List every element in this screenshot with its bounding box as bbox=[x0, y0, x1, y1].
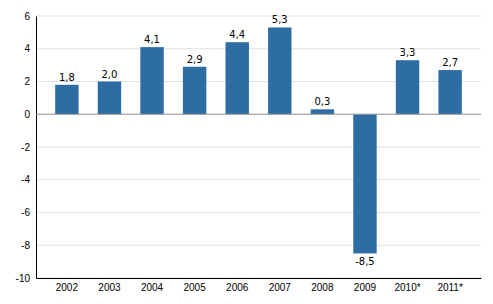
x-tick: 2011* bbox=[437, 278, 463, 293]
x-tick: 2009 bbox=[354, 278, 377, 293]
x-tick-label: 2002 bbox=[56, 282, 79, 293]
x-tick-label: 2006 bbox=[226, 282, 249, 293]
bar bbox=[438, 70, 461, 114]
bar bbox=[183, 67, 206, 114]
y-tick-label: -6 bbox=[21, 207, 30, 218]
y-tick-label: 0 bbox=[24, 109, 30, 120]
x-axis-line bbox=[37, 278, 482, 279]
y-tick-label: 2 bbox=[24, 76, 30, 87]
y-tick-label: 6 bbox=[24, 11, 30, 22]
data-label: 2,7 bbox=[442, 57, 458, 68]
y-tick: 0 bbox=[24, 109, 36, 120]
x-tick: 2007 bbox=[269, 278, 292, 293]
bar bbox=[353, 114, 376, 253]
y-tick: -10 bbox=[16, 273, 36, 284]
bar bbox=[225, 42, 248, 114]
x-tick-label: 2007 bbox=[269, 282, 292, 293]
data-label: 1,8 bbox=[59, 72, 75, 83]
bar bbox=[311, 109, 334, 114]
y-tick: -6 bbox=[21, 207, 36, 218]
data-label: 5,3 bbox=[272, 14, 288, 25]
y-tick: -2 bbox=[21, 142, 36, 153]
bar bbox=[55, 85, 78, 114]
chart-container: -10-8-6-4-202462002200320042005200620072… bbox=[0, 0, 493, 304]
data-label: 2,9 bbox=[187, 54, 203, 65]
x-tick-label: 2004 bbox=[141, 282, 164, 293]
page: {"chart_data": {"type": "bar", "categori… bbox=[0, 0, 493, 304]
x-tick-label: 2010* bbox=[394, 282, 420, 293]
grid-line bbox=[36, 278, 481, 279]
data-label: 0,3 bbox=[314, 96, 330, 107]
y-tick: 4 bbox=[24, 43, 36, 54]
zero-line bbox=[36, 114, 481, 115]
data-label: 4,1 bbox=[144, 34, 160, 45]
x-tick: 2006 bbox=[226, 278, 249, 293]
data-label: -8,5 bbox=[355, 256, 375, 267]
grid-line bbox=[36, 212, 481, 213]
x-tick: 2008 bbox=[311, 278, 334, 293]
x-tick: 2003 bbox=[98, 278, 121, 293]
bar bbox=[396, 60, 419, 114]
x-tick: 2002 bbox=[56, 278, 79, 293]
x-axis: 2002 2003 2004 2005 2006 2007 2008 2009 2010* 201… bbox=[37, 278, 482, 293]
y-axis: -10 -8 -6 -4 -2 0 2 4 6 bbox=[16, 11, 37, 284]
x-tick-label: 2005 bbox=[183, 282, 206, 293]
y-axis-line bbox=[36, 17, 37, 279]
y-tick: 6 bbox=[24, 11, 36, 22]
x-tick-label: 2003 bbox=[98, 282, 121, 293]
y-tick: 2 bbox=[24, 76, 36, 87]
y-tick-label: -10 bbox=[16, 273, 31, 284]
y-tick-label: -4 bbox=[21, 174, 30, 185]
plot-area: -10-8-6-4-202462002200320042005200620072… bbox=[16, 11, 482, 293]
x-tick-label: 2008 bbox=[311, 282, 334, 293]
grid-line bbox=[36, 179, 481, 180]
chart-svg: -10-8-6-4-202462002200320042005200620072… bbox=[0, 0, 493, 304]
bar bbox=[98, 82, 121, 115]
y-tick-label: -8 bbox=[21, 240, 30, 251]
grid-line bbox=[36, 245, 481, 246]
data-label: 3,3 bbox=[400, 47, 416, 58]
data-label: 4,4 bbox=[229, 29, 245, 40]
y-tick: -8 bbox=[21, 240, 36, 251]
data-labels: 1,8 2,0 4,1 2,9 4,4 5,3 0,3 -8,5 3,3 2,7 bbox=[59, 14, 458, 266]
y-tick-label: -2 bbox=[21, 142, 30, 153]
grid-line bbox=[36, 147, 481, 148]
bar bbox=[140, 47, 163, 114]
y-tick: -4 bbox=[21, 174, 36, 185]
x-tick: 2010* bbox=[394, 278, 420, 293]
y-tick-label: 4 bbox=[24, 43, 30, 54]
bars bbox=[55, 27, 462, 253]
grid-line bbox=[36, 114, 481, 115]
bar bbox=[268, 27, 291, 114]
grid bbox=[36, 16, 481, 278]
x-tick: 2004 bbox=[141, 278, 164, 293]
grid-line bbox=[36, 16, 481, 17]
x-tick: 2005 bbox=[183, 278, 206, 293]
x-tick-label: 2011* bbox=[437, 282, 463, 293]
data-label: 2,0 bbox=[102, 69, 118, 80]
x-tick-label: 2009 bbox=[354, 282, 377, 293]
